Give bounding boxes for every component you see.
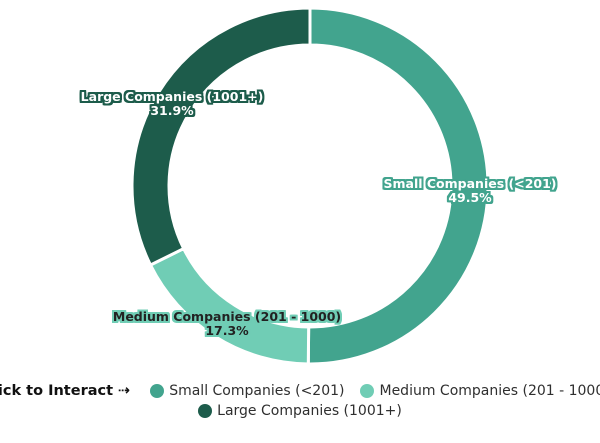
legend-swatch-small	[150, 384, 165, 398]
legend-swatch-large	[198, 404, 213, 418]
donut-slice-2[interactable]	[130, 6, 312, 268]
legend-item-label: Medium Companies (201 - 1000)	[379, 383, 600, 399]
legend-prompt-text: Click to Interact	[0, 383, 114, 399]
legend-prompt: Click to Interact ⇢	[0, 383, 130, 399]
donut-chart-area: Small Companies (<201) 49.5% Medium Comp…	[81, 6, 557, 366]
legend-item-medium[interactable]: Medium Companies (201 - 1000)	[360, 383, 600, 399]
legend-row-1: Click to Interact ⇢ Small Companies (<20…	[0, 381, 600, 401]
legend-item-small[interactable]: Small Companies (<201)	[150, 383, 344, 399]
donut-slice-0[interactable]	[306, 6, 490, 366]
donut-slice-1[interactable]	[148, 246, 311, 366]
legend-item-large[interactable]: Large Companies (1001+)	[198, 403, 402, 419]
donut-chart	[130, 6, 490, 366]
legend-swatch-medium	[360, 384, 375, 398]
legend-item-label: Large Companies (1001+)	[217, 403, 402, 419]
legend-item-label: Small Companies (<201)	[169, 383, 345, 399]
dashed-arrow-icon: ⇢	[118, 383, 131, 399]
legend-row-2: Large Companies (1001+)	[190, 401, 410, 421]
legend: Click to Interact ⇢ Small Companies (<20…	[0, 381, 600, 421]
